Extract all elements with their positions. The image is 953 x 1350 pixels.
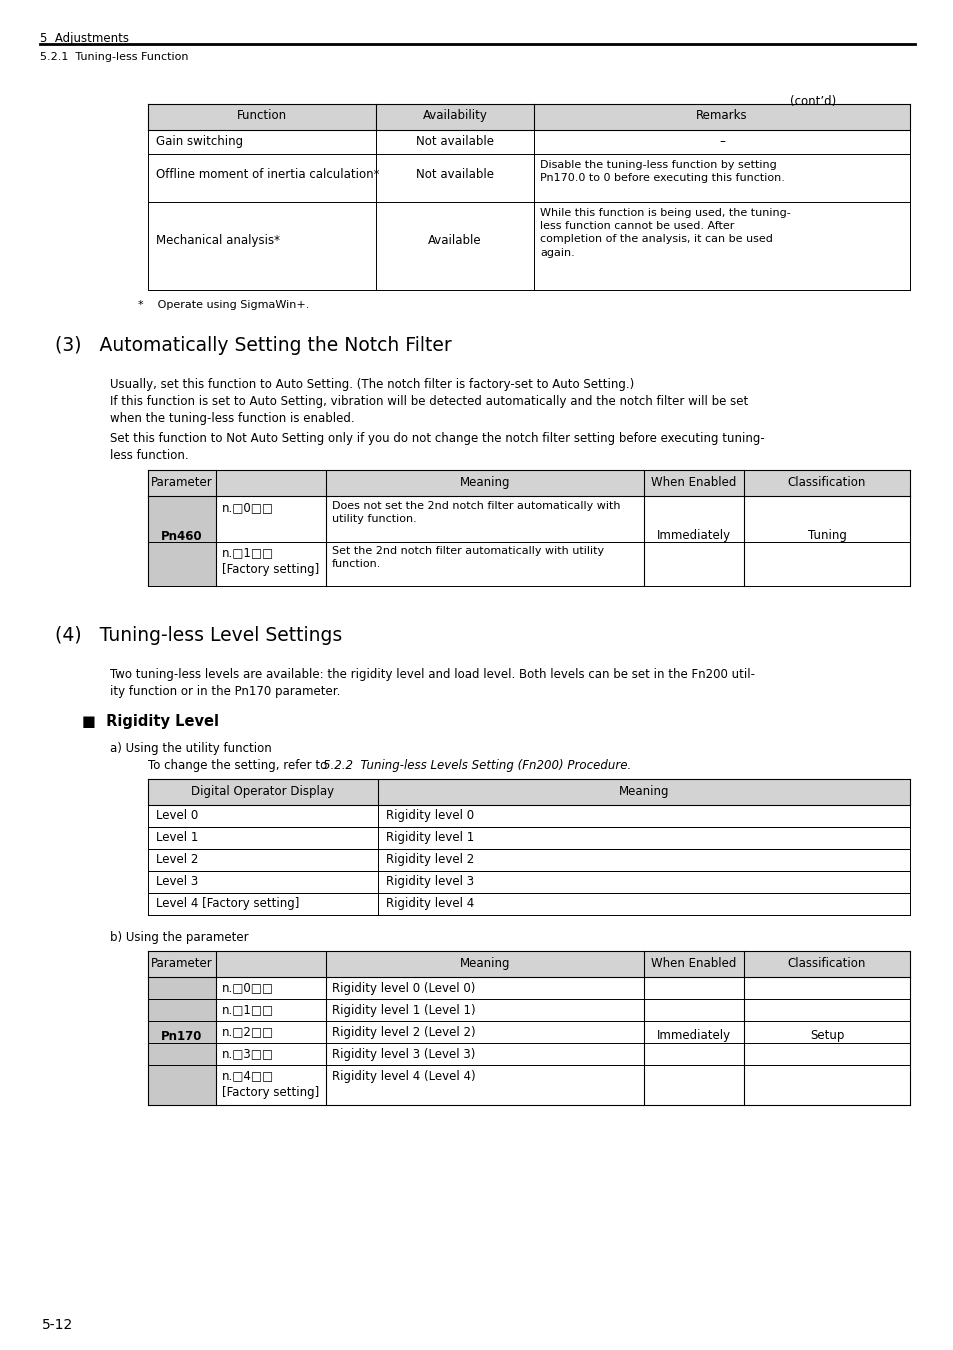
Text: n.□1□□
[Factory setting]: n.□1□□ [Factory setting] — [222, 545, 319, 576]
Text: When Enabled: When Enabled — [651, 957, 736, 971]
Text: Level 1: Level 1 — [156, 832, 198, 844]
Text: Availability: Availability — [422, 109, 487, 122]
Text: n.□0□□: n.□0□□ — [222, 981, 274, 994]
Text: When Enabled: When Enabled — [651, 477, 736, 489]
Text: n.□3□□: n.□3□□ — [222, 1048, 274, 1060]
Bar — [148, 950, 909, 977]
Bar — [148, 104, 909, 130]
Text: Set this function to Not Auto Setting only if you do not change the notch filter: Set this function to Not Auto Setting on… — [110, 432, 764, 462]
Text: Parameter: Parameter — [151, 957, 213, 971]
Text: Offline moment of inertia calculation*: Offline moment of inertia calculation* — [156, 167, 379, 181]
Text: Digital Operator Display: Digital Operator Display — [192, 784, 335, 798]
Bar — [148, 977, 215, 1106]
Text: Rigidity level 1: Rigidity level 1 — [386, 832, 474, 844]
Text: Meaning: Meaning — [459, 957, 510, 971]
Text: Rigidity level 2: Rigidity level 2 — [386, 853, 474, 865]
Text: Set the 2nd notch filter automatically with utility
function.: Set the 2nd notch filter automatically w… — [332, 545, 603, 570]
Text: Classification: Classification — [787, 477, 865, 489]
Text: Tuning: Tuning — [807, 529, 845, 543]
Text: Does not set the 2nd notch filter automatically with
utility function.: Does not set the 2nd notch filter automa… — [332, 501, 619, 524]
Text: (4)   Tuning-less Level Settings: (4) Tuning-less Level Settings — [55, 626, 342, 645]
Text: ■  Rigidity Level: ■ Rigidity Level — [82, 714, 219, 729]
Text: Level 0: Level 0 — [156, 809, 198, 822]
Text: –: – — [719, 135, 724, 148]
Text: Pn170: Pn170 — [161, 1030, 202, 1042]
Text: Setup: Setup — [809, 1030, 843, 1042]
Bar — [148, 779, 909, 805]
Text: Level 2: Level 2 — [156, 853, 198, 865]
Text: Two tuning-less levels are available: the rigidity level and load level. Both le: Two tuning-less levels are available: th… — [110, 668, 754, 698]
Text: Disable the tuning-less function by setting
Pn170.0 to 0 before executing this f: Disable the tuning-less function by sett… — [539, 161, 784, 184]
Text: Not available: Not available — [416, 135, 494, 148]
Bar — [148, 495, 215, 586]
Text: Level 4 [Factory setting]: Level 4 [Factory setting] — [156, 896, 299, 910]
Text: n.□0□□: n.□0□□ — [222, 501, 274, 514]
Text: (3)   Automatically Setting the Notch Filter: (3) Automatically Setting the Notch Filt… — [55, 336, 452, 355]
Text: 5  Adjustments: 5 Adjustments — [40, 32, 129, 45]
Text: Immediately: Immediately — [657, 1030, 730, 1042]
Text: Rigidity level 0: Rigidity level 0 — [386, 809, 474, 822]
Text: Usually, set this function to Auto Setting. (The notch filter is factory-set to : Usually, set this function to Auto Setti… — [110, 378, 747, 425]
Text: Meaning: Meaning — [459, 477, 510, 489]
Text: 5.2.2  Tuning-less Levels Setting (Fn200) Procedure.: 5.2.2 Tuning-less Levels Setting (Fn200)… — [323, 759, 631, 772]
Text: Not available: Not available — [416, 167, 494, 181]
Text: Rigidity level 1 (Level 1): Rigidity level 1 (Level 1) — [332, 1004, 476, 1017]
Text: Parameter: Parameter — [151, 477, 213, 489]
Text: Remarks: Remarks — [696, 109, 747, 122]
Text: (cont’d): (cont’d) — [789, 95, 836, 108]
Text: 5-12: 5-12 — [42, 1318, 73, 1332]
Text: *    Operate using SigmaWin+.: * Operate using SigmaWin+. — [138, 300, 309, 310]
Text: Rigidity level 3: Rigidity level 3 — [386, 875, 474, 888]
Text: Level 3: Level 3 — [156, 875, 198, 888]
Text: b) Using the parameter: b) Using the parameter — [110, 931, 249, 944]
Text: Mechanical analysis*: Mechanical analysis* — [156, 234, 280, 247]
Text: Rigidity level 3 (Level 3): Rigidity level 3 (Level 3) — [332, 1048, 475, 1061]
Text: Rigidity level 2 (Level 2): Rigidity level 2 (Level 2) — [332, 1026, 476, 1040]
Text: n.□4□□
[Factory setting]: n.□4□□ [Factory setting] — [222, 1069, 319, 1099]
Text: a) Using the utility function: a) Using the utility function — [110, 743, 272, 755]
Text: Available: Available — [428, 234, 481, 247]
Bar — [148, 470, 909, 495]
Text: n.□2□□: n.□2□□ — [222, 1025, 274, 1038]
Text: Rigidity level 4 (Level 4): Rigidity level 4 (Level 4) — [332, 1071, 476, 1083]
Text: Classification: Classification — [787, 957, 865, 971]
Text: 5.2.1  Tuning-less Function: 5.2.1 Tuning-less Function — [40, 53, 189, 62]
Text: Gain switching: Gain switching — [156, 135, 243, 148]
Text: n.□1□□: n.□1□□ — [222, 1003, 274, 1017]
Text: To change the setting, refer to: To change the setting, refer to — [148, 759, 331, 772]
Text: While this function is being used, the tuning-
less function cannot be used. Aft: While this function is being used, the t… — [539, 208, 790, 258]
Text: Rigidity level 4: Rigidity level 4 — [386, 896, 474, 910]
Text: Meaning: Meaning — [618, 784, 669, 798]
Text: Rigidity level 0 (Level 0): Rigidity level 0 (Level 0) — [332, 981, 475, 995]
Text: Function: Function — [236, 109, 287, 122]
Text: Immediately: Immediately — [657, 529, 730, 543]
Text: Pn460: Pn460 — [161, 529, 203, 543]
